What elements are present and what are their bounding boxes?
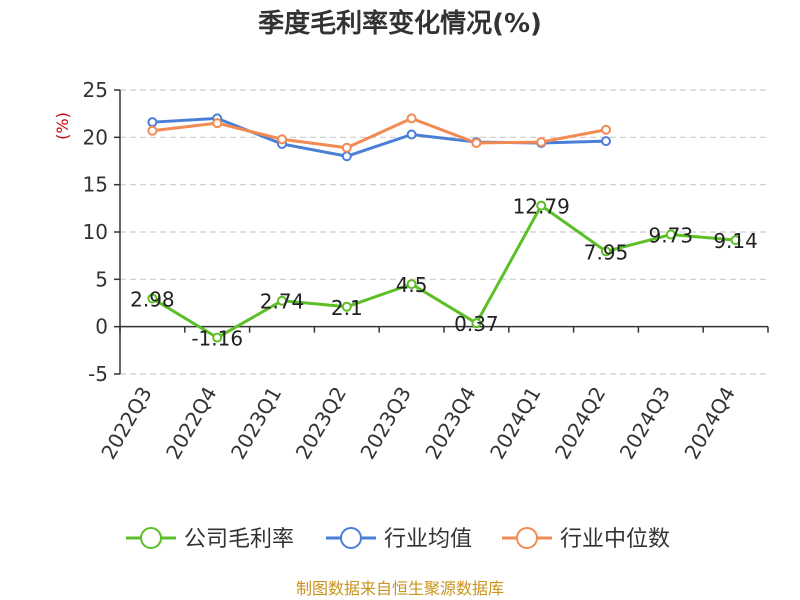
data-point[interactable]	[471, 318, 482, 329]
legend-item[interactable]: 公司毛利率	[126, 527, 294, 552]
data-point[interactable]	[406, 279, 417, 290]
data-label: 12.79	[513, 195, 570, 219]
data-point[interactable]	[341, 151, 352, 162]
data-point[interactable]	[147, 117, 158, 128]
data-label: 9.73	[649, 224, 694, 248]
data-label: 0.37	[454, 312, 499, 336]
data-point[interactable]	[341, 142, 352, 153]
data-point[interactable]	[601, 246, 611, 257]
data-point[interactable]	[212, 332, 223, 343]
data-label: 9.14	[713, 229, 758, 253]
x-tick-label: 2022Q3	[96, 383, 156, 464]
data-point[interactable]	[341, 301, 352, 312]
y-tick-label: -5	[88, 362, 108, 386]
y-tick-label: 0	[95, 315, 108, 339]
x-tick-label: 2024Q4	[679, 383, 739, 464]
data-point[interactable]	[147, 293, 158, 304]
x-tick-label: 2022Q4	[161, 383, 221, 464]
series-line	[152, 116, 607, 150]
source-note: 制图数据来自恒生聚源数据库	[296, 579, 504, 598]
y-tick-label: 25	[83, 78, 108, 102]
data-point[interactable]	[277, 295, 287, 306]
legend-marker	[140, 527, 162, 549]
x-tick-label: 2023Q4	[420, 383, 480, 464]
legend[interactable]: 公司毛利率 行业均值 行业中位数	[126, 527, 670, 552]
data-label: 2.74	[260, 290, 305, 314]
x-tick-label: 2024Q2	[550, 383, 610, 464]
y-axis-label: (%)	[53, 112, 72, 140]
data-point[interactable]	[212, 118, 223, 129]
legend-marker	[340, 527, 362, 549]
x-tick-label: 2023Q2	[291, 383, 351, 464]
x-tick-label: 2024Q1	[485, 383, 545, 464]
data-point[interactable]	[147, 125, 158, 136]
y-tick-label: 5	[95, 267, 108, 291]
data-label: -1.16	[191, 327, 243, 351]
data-point[interactable]	[471, 138, 482, 149]
y-tick-label: 15	[83, 173, 108, 197]
data-point[interactable]	[536, 200, 547, 211]
x-tick-label: 2023Q3	[355, 383, 415, 464]
data-label: 2.98	[130, 287, 175, 311]
series-lines	[147, 113, 741, 343]
data-point[interactable]	[406, 129, 417, 140]
data-point[interactable]	[601, 124, 611, 135]
data-point[interactable]	[277, 134, 287, 145]
chart-title: 季度毛利率变化情况(%)	[258, 8, 542, 39]
data-point[interactable]	[536, 137, 547, 148]
data-point[interactable]	[665, 229, 676, 240]
data-label: 2.1	[331, 296, 363, 320]
legend-label: 公司毛利率	[184, 527, 294, 552]
legend-item[interactable]: 行业中位数	[502, 527, 670, 552]
data-label: 4.5	[396, 273, 428, 297]
legend-label: 行业中位数	[560, 527, 670, 552]
x-tick-label: 2023Q1	[226, 383, 286, 464]
legend-item[interactable]: 行业均值	[326, 527, 472, 552]
y-tick-label: 20	[83, 125, 108, 149]
y-tick-label: 10	[83, 220, 108, 244]
data-label: 7.95	[584, 240, 629, 264]
x-tick-label: 2024Q3	[615, 383, 675, 464]
legend-label: 行业均值	[384, 527, 472, 552]
data-point[interactable]	[406, 113, 417, 124]
legend-marker	[516, 527, 538, 549]
data-point[interactable]	[730, 235, 741, 246]
grid-lines	[120, 89, 768, 375]
series-line	[151, 204, 736, 340]
data-labels: 2.98 -1.16 2.74 2.1 4.5 0.37 12.79 7.95 9.73 9.14	[130, 195, 758, 351]
data-point[interactable]	[601, 136, 611, 147]
